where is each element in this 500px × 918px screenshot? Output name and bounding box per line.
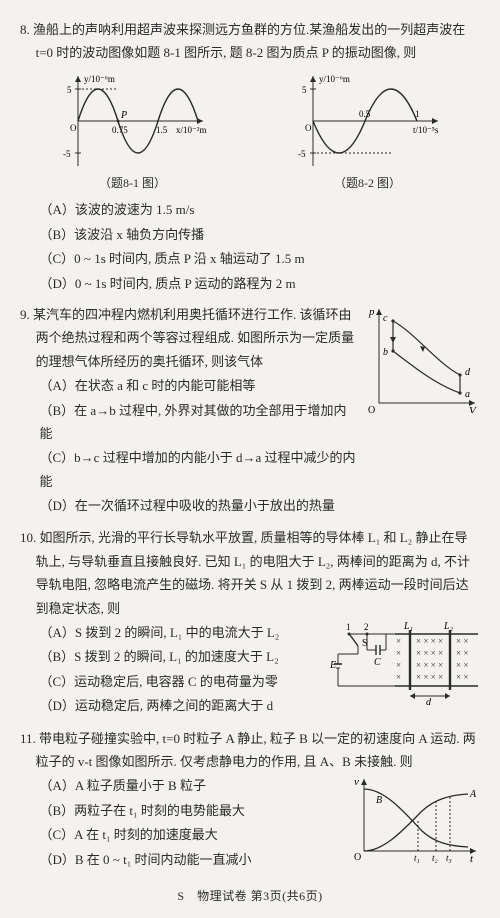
q9-optD: （D）在一次循环过程中吸收的热量小于放出的热量: [40, 494, 358, 517]
svg-text:p: p: [368, 306, 375, 318]
q9-options: （A）在状态 a 和 c 时的内能可能相等 （B）在 a→b 过程中, 外界对其…: [40, 374, 358, 517]
svg-text:t₁: t₁: [414, 853, 420, 863]
q8-chart2: y/10⁻⁶m t/10⁻⁵s 5 -5 O 0.5 1 （题8-2 图）: [293, 71, 443, 195]
svg-text:d: d: [465, 367, 471, 378]
q9-num: 9.: [20, 307, 30, 322]
xlabel: x/10⁻²m: [176, 125, 206, 135]
svg-text:O: O: [354, 852, 361, 863]
svg-text:y/10⁻⁶m: y/10⁻⁶m: [319, 74, 350, 84]
svg-text:× ×: × ×: [456, 672, 468, 682]
q11-text: 带电粒子碰撞实验中, t=0 时粒子 A 静止, 粒子 B 以一定的初速度向 A…: [36, 731, 476, 769]
svg-text:t₂: t₂: [432, 853, 438, 863]
q8-charts: y/10⁻⁶m x/10⁻²m 5 -5 O 0.75 P 1.5 （题8-1 …: [20, 71, 480, 195]
q11-optA: （A）A 粒子质量小于 B 粒子: [40, 774, 343, 797]
svg-text:L₁: L₁: [403, 621, 413, 632]
svg-text:× × × ×: × × × ×: [416, 648, 443, 658]
q8-stem: 8. 渔船上的声呐利用超声波来探测远方鱼群的方位.某渔船发出的一列超声波在 t=…: [36, 18, 480, 65]
svg-text:t₃: t₃: [446, 853, 452, 863]
q10-figure: 1 2 S E C: [330, 620, 480, 706]
q10-optC: （C）运动稳定后, 电容器 C 的电荷量为零: [40, 670, 323, 693]
svg-text:× × × ×: × × × ×: [416, 672, 443, 682]
q10-optB: （B）S 拨到 2 的瞬间, L₁ 的加速度大于 L₂: [40, 645, 323, 668]
svg-text:d: d: [426, 697, 432, 706]
q11-num: 11.: [20, 731, 36, 746]
svg-text:× ×: × ×: [456, 648, 468, 658]
svg-text:E: E: [330, 660, 336, 671]
q10-optA: （A）S 拨到 2 的瞬间, L₁ 中的电流大于 L₂: [40, 621, 323, 644]
question-10: 10. 如图所示, 光滑的平行长导轨水平放置, 质量相等的导体棒 L₁ 和 L₂…: [20, 526, 480, 718]
svg-text:v: v: [354, 776, 359, 788]
svg-text:×: ×: [396, 660, 401, 670]
svg-text:× ×: × ×: [456, 636, 468, 646]
svg-text:B: B: [376, 795, 382, 806]
svg-text:b: b: [383, 347, 388, 358]
svg-text:2: 2: [364, 622, 369, 632]
chart2-caption: （题8-2 图）: [293, 173, 443, 195]
svg-text:t: t: [470, 853, 474, 863]
wave-x-chart: y/10⁻⁶m x/10⁻²m 5 -5 O 0.75 P 1.5: [58, 71, 208, 171]
svg-text:× × × ×: × × × ×: [416, 660, 443, 670]
svg-text:O: O: [368, 405, 375, 413]
q8-chart1: y/10⁻⁶m x/10⁻²m 5 -5 O 0.75 P 1.5 （题8-1 …: [58, 71, 208, 195]
page-footer: S 物理试卷 第3页(共6页): [20, 886, 480, 908]
q9-optB: （B）在 a→b 过程中, 外界对其做的功全部用于增加内能: [40, 399, 358, 446]
q10-options: （A）S 拨到 2 的瞬间, L₁ 中的电流大于 L₂ （B）S 拨到 2 的瞬…: [40, 621, 323, 718]
q9-optC: （C）b→c 过程中增加的内能小于 d→a 过程中减少的内能: [40, 446, 358, 493]
chart1-caption: （题8-1 图）: [58, 173, 208, 195]
q11-options: （A）A 粒子质量小于 B 粒子 （B）两粒子在 t₁ 时刻的电势能最大 （C）…: [40, 774, 343, 871]
ylabel: y/10⁻⁶m: [84, 74, 115, 84]
q9-text: 某汽车的四冲程内燃机利用奥托循环进行工作. 该循环由两个绝热过程和两个等容过程组…: [33, 307, 354, 369]
q11-optB: （B）两粒子在 t₁ 时刻的电势能最大: [40, 799, 343, 822]
svg-text:0.5: 0.5: [359, 109, 371, 119]
circuit-rails: 1 2 S E C: [330, 620, 480, 706]
svg-text:5: 5: [302, 85, 307, 95]
wave-t-chart: y/10⁻⁶m t/10⁻⁵s 5 -5 O 0.5 1: [293, 71, 443, 171]
q8-optB: （B）该波沿 x 轴负方向传播: [40, 223, 481, 246]
svg-text:P: P: [120, 110, 127, 121]
svg-text:×: ×: [396, 672, 401, 682]
svg-text:a: a: [465, 389, 470, 400]
q9-figure: p V O c b d a: [365, 303, 480, 413]
svg-text:t/10⁻⁵s: t/10⁻⁵s: [413, 125, 439, 135]
q8-optD: （D）0 ~ 1s 时间内, 质点 P 运动的路程为 2 m: [40, 272, 481, 295]
q11-optD: （D）B 在 0 ~ t₁ 时间内动能一直减小: [40, 848, 343, 871]
question-8: 8. 渔船上的声呐利用超声波来探测远方鱼群的方位.某渔船发出的一列超声波在 t=…: [20, 18, 480, 295]
svg-text:1.5: 1.5: [156, 125, 168, 135]
svg-text:-5: -5: [298, 149, 306, 159]
svg-text:L₂: L₂: [443, 621, 454, 632]
svg-text:×: ×: [396, 648, 401, 658]
q11-figure: v t O A B t₁ t₂ t₃: [350, 773, 480, 863]
svg-text:× ×: × ×: [456, 660, 468, 670]
q8-optA: （A）该波的波速为 1.5 m/s: [40, 198, 481, 221]
q10-optD: （D）运动稳定后, 两棒之间的距离大于 d: [40, 694, 323, 717]
q8-num: 8.: [20, 22, 30, 37]
svg-text:O: O: [305, 123, 312, 133]
q11-optC: （C）A 在 t₁ 时刻的加速度最大: [40, 823, 343, 846]
q10-num: 10.: [20, 530, 36, 545]
svg-text:V: V: [469, 405, 477, 413]
svg-text:×: ×: [396, 636, 401, 646]
svg-text:0.75: 0.75: [112, 125, 128, 135]
svg-text:5: 5: [67, 85, 72, 95]
svg-text:1: 1: [346, 622, 351, 632]
pv-diagram: p V O c b d a: [365, 303, 480, 413]
svg-text:× × × ×: × × × ×: [416, 636, 443, 646]
vt-chart: v t O A B t₁ t₂ t₃: [350, 773, 480, 863]
question-11: 11. 带电粒子碰撞实验中, t=0 时粒子 A 静止, 粒子 B 以一定的初速…: [20, 727, 480, 872]
svg-text:C: C: [374, 657, 381, 668]
q9-optA: （A）在状态 a 和 c 时的内能可能相等: [40, 374, 358, 397]
q8-optC: （C）0 ~ 1s 时间内, 质点 P 沿 x 轴运动了 1.5 m: [40, 247, 481, 270]
q8-options: （A）该波的波速为 1.5 m/s （B）该波沿 x 轴负方向传播 （C）0 ~…: [40, 198, 481, 295]
svg-text:O: O: [70, 123, 77, 133]
q10-text: 如图所示, 光滑的平行长导轨水平放置, 质量相等的导体棒 L₁ 和 L₂ 静止在…: [36, 530, 470, 615]
question-9: 9. 某汽车的四冲程内燃机利用奥托循环进行工作. 该循环由两个绝热过程和两个等容…: [20, 303, 480, 519]
q8-text: 渔船上的声呐利用超声波来探测远方鱼群的方位.某渔船发出的一列超声波在 t=0 时…: [33, 22, 465, 60]
svg-text:1: 1: [415, 109, 420, 119]
svg-text:-5: -5: [63, 149, 71, 159]
svg-text:c: c: [383, 313, 388, 324]
svg-text:A: A: [469, 789, 477, 800]
